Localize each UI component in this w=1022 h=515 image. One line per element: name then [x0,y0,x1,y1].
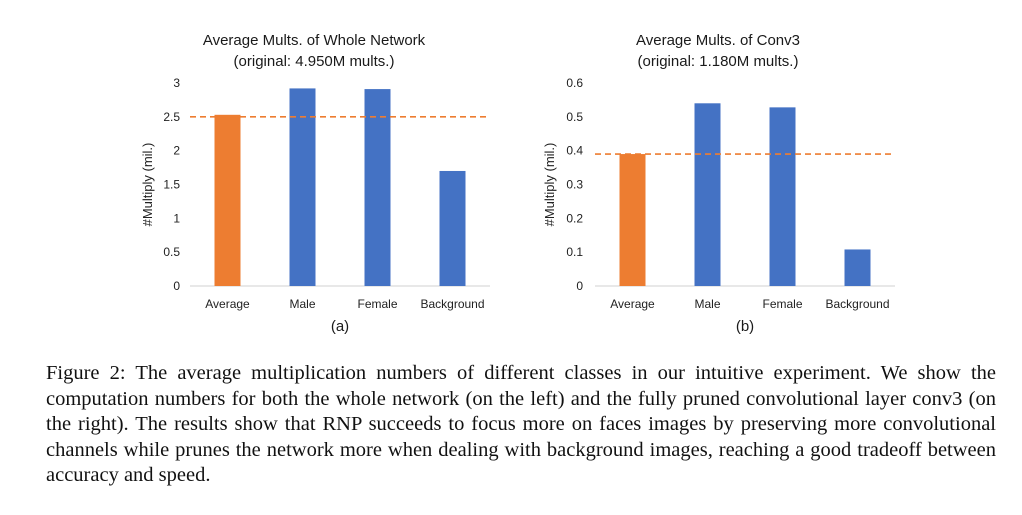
chart-b-xtick-label: Female [762,297,802,311]
chart-a-ytick-label: 1 [173,211,180,225]
chart-a-xtick-label: Average [205,297,250,311]
chart-a-ylabel: #Multiply (mil.) [140,143,155,227]
chart-b-ytick-label: 0 [576,279,583,293]
chart-a-xtick-label: Female [357,297,397,311]
chart-b-ytick-label: 0.4 [566,144,583,158]
chart-a-ytick-label: 2 [173,144,180,158]
chart-b-xtick-label: Background [825,297,889,311]
chart-b-subtitle: (original: 1.180M mults.) [638,53,799,70]
chart-b-bar-male [694,103,721,286]
chart-b-title: Average Mults. of Conv3 [636,32,800,49]
chart-a-ytick-label: 3 [173,76,180,90]
chart-b-ytick-label: 0.6 [566,76,583,90]
figure-caption: Figure 2: The average multiplication num… [46,362,996,486]
chart-b-ytick-label: 0.3 [566,178,583,192]
chart-b-bar-female [769,107,796,286]
chart-a-title: Average Mults. of Whole Network [203,32,426,49]
chart-a-bar-average [214,114,241,286]
chart-a-xtick-label: Male [289,297,315,311]
chart-a-bar-background [439,170,466,286]
chart-a-ytick-label: 0.5 [163,245,180,259]
chart-b-ytick-label: 0.5 [566,110,583,124]
chart-b-ytick-label: 0.1 [566,245,583,259]
chart-a-ytick-label: 2.5 [163,110,180,124]
chart-a-xtick-label: Background [420,297,484,311]
chart-b-xtick-label: Male [694,297,720,311]
chart-b-bar-average [619,154,646,286]
chart-a-panel-label: (a) [331,318,349,335]
chart-a-ytick-label: 0 [173,279,180,293]
chart-b-ytick-label: 0.2 [566,211,583,225]
chart-a-bar-male [289,88,316,286]
chart-a-subtitle: (original: 4.950M mults.) [234,53,395,70]
figure-charts: Average Mults. of Whole Network (original… [140,32,895,335]
chart-a-ytick-label: 1.5 [163,178,180,192]
chart-b-ylabel: #Multiply (mil.) [542,143,557,227]
chart-a-bar-female [364,89,391,286]
chart-b-xtick-label: Average [610,297,655,311]
chart-b-bar-background [844,249,871,286]
chart-b-panel-label: (b) [736,318,754,335]
